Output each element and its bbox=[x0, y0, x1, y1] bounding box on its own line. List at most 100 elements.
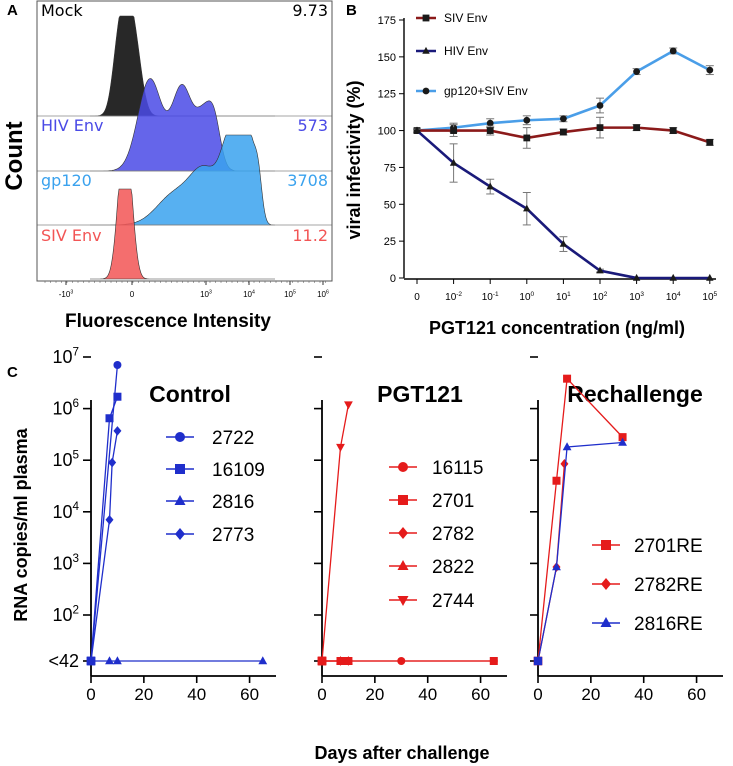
data-point bbox=[633, 124, 640, 132]
mfi-value: 573 bbox=[297, 116, 328, 135]
panel-c-xlabel: Days after challenge bbox=[314, 743, 489, 763]
mfi-value: 11.2 bbox=[292, 226, 328, 245]
data-point bbox=[523, 116, 531, 124]
x-tick-label: 40 bbox=[187, 685, 206, 704]
data-point bbox=[523, 204, 531, 212]
y-tick-label: 0 bbox=[390, 273, 396, 285]
control-plot: <42 102 103 104 105 106 107 0 20 40 60 Control 2722 1… bbox=[48, 345, 276, 704]
legend-marker bbox=[422, 14, 430, 22]
histogram-stack: Mock 9.73 HIV Env 573 gp120 3708 SIV Env 11.2 -1… bbox=[37, 1, 332, 299]
histogram-frame bbox=[36, 0, 333, 282]
x-tick-label: 103 bbox=[200, 290, 212, 299]
y-tick-label: <42 bbox=[48, 651, 79, 671]
x-tick-label: 106 bbox=[317, 290, 329, 299]
data-point bbox=[533, 656, 543, 666]
data-point bbox=[486, 119, 494, 127]
legend-label: 2782 bbox=[432, 524, 474, 545]
legend-label: 2782RE bbox=[634, 575, 703, 596]
data-point bbox=[560, 459, 569, 469]
data-point bbox=[113, 392, 122, 401]
legend-label: 2701 bbox=[432, 491, 474, 512]
x-tick-label: -103 bbox=[59, 290, 74, 299]
y-tick-label: 150 bbox=[378, 52, 396, 64]
data-point bbox=[486, 182, 494, 190]
x-tick-label: 101 bbox=[556, 291, 571, 303]
sample-label: Mock bbox=[41, 1, 83, 20]
data-point bbox=[552, 562, 561, 571]
neutralization-chart: 0 25 50 75 100 125 150 175 0 10-2 10-1 100 101 102 103… bbox=[378, 11, 718, 303]
y-tick-label: 102 bbox=[52, 603, 79, 625]
data-point bbox=[105, 514, 114, 525]
legend-label: 2744 bbox=[432, 591, 475, 612]
x-tick-label: 20 bbox=[134, 685, 153, 704]
sample-label: gp120 bbox=[41, 171, 92, 190]
data-point bbox=[317, 656, 327, 666]
histogram-curve bbox=[90, 188, 275, 280]
data-point bbox=[669, 127, 677, 134]
data-point bbox=[559, 240, 568, 247]
panel-a-xlabel: Fluorescence Intensity bbox=[65, 311, 271, 332]
plot-title: PGT121 bbox=[377, 381, 463, 407]
data-point bbox=[344, 656, 353, 665]
series-line bbox=[416, 129, 710, 280]
legend-marker bbox=[175, 464, 185, 474]
data-point bbox=[450, 127, 457, 134]
legend-label: SIV Env bbox=[444, 11, 487, 25]
mfi-value: 3708 bbox=[287, 171, 328, 190]
panel-b-letter: B bbox=[346, 2, 357, 19]
legend-marker bbox=[422, 87, 430, 95]
data-point bbox=[596, 124, 604, 132]
y-tick-label: 75 bbox=[384, 162, 396, 174]
data-point bbox=[113, 656, 122, 665]
data-point bbox=[105, 414, 114, 423]
panel-a-histogram: A Mock 9.73 HIV Env 573 gp120 3708 SIV Env 11.2… bbox=[1, 0, 333, 332]
data-point bbox=[669, 273, 677, 281]
y-tick-label: 50 bbox=[384, 199, 396, 211]
x-tick-label: 40 bbox=[634, 685, 653, 704]
panel-c-ylabel: RNA copies/ml plasma bbox=[11, 427, 31, 621]
y-tick-label: 100 bbox=[378, 126, 396, 138]
panel-c-viral-loads: C RNA copies/ml plasma <42 102 103 104 105 10… bbox=[7, 345, 723, 763]
y-tick-label: 107 bbox=[52, 345, 79, 367]
y-tick-label: 104 bbox=[52, 500, 79, 522]
legend-marker bbox=[601, 578, 611, 590]
series-line bbox=[321, 404, 350, 662]
data-point bbox=[596, 266, 604, 274]
data-point bbox=[669, 47, 677, 55]
panel-b-ylabel: viral infectivity (%) bbox=[344, 80, 364, 239]
x-tick-label: 0 bbox=[86, 685, 95, 704]
legend-marker bbox=[600, 617, 612, 627]
panel-b-xlabel: PGT121 concentration (ng/ml) bbox=[429, 318, 685, 338]
sample-label: SIV Env bbox=[41, 226, 102, 245]
data-point bbox=[523, 134, 531, 142]
mfi-value: 9.73 bbox=[292, 1, 328, 20]
legend-marker bbox=[398, 495, 408, 505]
data-point bbox=[560, 115, 567, 123]
legend-label: 16109 bbox=[212, 460, 265, 481]
legend-marker bbox=[601, 540, 611, 550]
data-point bbox=[105, 656, 114, 665]
data-point bbox=[486, 127, 494, 134]
x-tick-label: 103 bbox=[629, 291, 644, 303]
data-point bbox=[706, 66, 714, 74]
legend-label: 16115 bbox=[432, 458, 483, 479]
x-tick-label: 105 bbox=[702, 291, 717, 303]
data-point bbox=[344, 401, 353, 410]
panel-a-ylabel: Count bbox=[1, 121, 28, 190]
series-line bbox=[537, 377, 624, 662]
data-point bbox=[86, 656, 96, 666]
legend-marker bbox=[398, 527, 408, 539]
data-point bbox=[632, 273, 641, 281]
series-line bbox=[90, 430, 119, 662]
legend-label: 2816RE bbox=[634, 614, 703, 635]
data-point bbox=[489, 657, 498, 665]
data-point bbox=[562, 442, 572, 451]
data-point bbox=[413, 126, 421, 134]
legend-label: 2722 bbox=[212, 428, 254, 449]
data-point bbox=[552, 476, 561, 485]
y-tick-label: 125 bbox=[378, 89, 396, 101]
x-tick-label: 0 bbox=[130, 290, 135, 299]
x-tick-label: 0 bbox=[317, 685, 326, 704]
data-point bbox=[336, 443, 345, 452]
legend-marker bbox=[398, 462, 408, 472]
